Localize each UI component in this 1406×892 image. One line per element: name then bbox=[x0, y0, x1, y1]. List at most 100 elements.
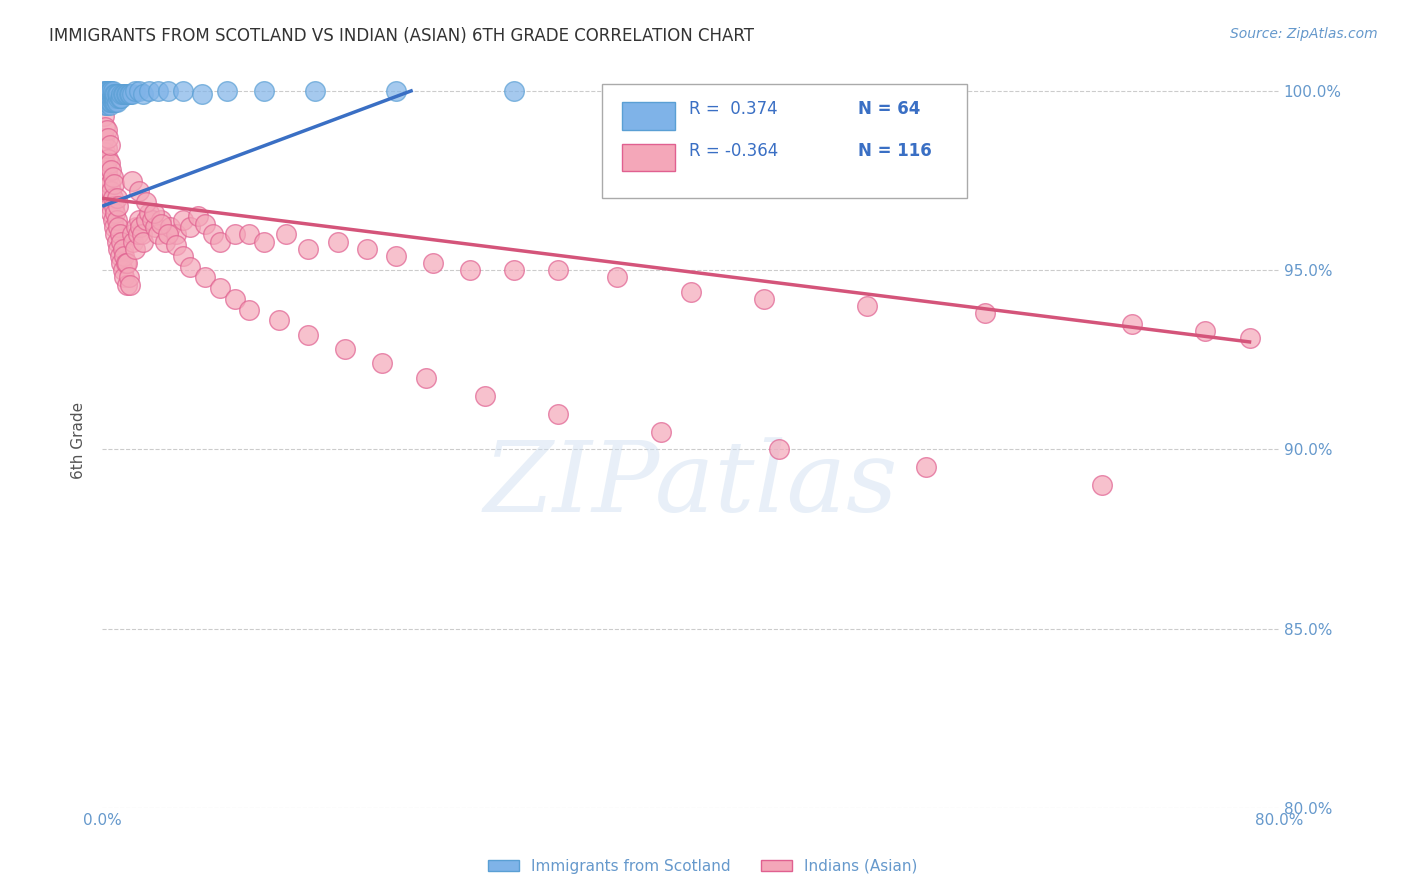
Point bbox=[179, 260, 201, 274]
Point bbox=[96, 141, 118, 155]
Point bbox=[120, 87, 142, 102]
Point bbox=[415, 371, 437, 385]
Point bbox=[112, 87, 135, 102]
Point bbox=[208, 281, 231, 295]
Point bbox=[104, 91, 127, 105]
Text: N = 116: N = 116 bbox=[858, 142, 931, 160]
Point bbox=[101, 192, 124, 206]
Point bbox=[105, 192, 128, 206]
Point bbox=[135, 195, 157, 210]
Point bbox=[547, 263, 569, 277]
Point bbox=[208, 235, 231, 249]
Point bbox=[107, 199, 129, 213]
Point bbox=[100, 84, 122, 98]
Point bbox=[224, 292, 246, 306]
Point bbox=[96, 123, 118, 137]
Point bbox=[107, 242, 129, 256]
Point bbox=[105, 95, 128, 109]
Point bbox=[238, 302, 260, 317]
Point bbox=[146, 227, 169, 242]
Point bbox=[333, 342, 356, 356]
Point bbox=[973, 306, 995, 320]
Point bbox=[110, 91, 132, 105]
Point bbox=[111, 87, 134, 102]
Point bbox=[121, 87, 143, 102]
Point bbox=[142, 206, 165, 220]
Point bbox=[125, 220, 148, 235]
Point bbox=[115, 256, 138, 270]
Point bbox=[108, 227, 131, 242]
Point bbox=[128, 184, 150, 198]
Point bbox=[101, 95, 124, 109]
Point bbox=[165, 227, 187, 242]
Point bbox=[100, 87, 122, 102]
Point bbox=[101, 213, 124, 227]
Point bbox=[143, 220, 166, 235]
Point bbox=[138, 206, 160, 220]
Point bbox=[100, 206, 122, 220]
Point bbox=[128, 213, 150, 227]
Point bbox=[179, 220, 201, 235]
Point bbox=[96, 84, 118, 98]
Point bbox=[127, 227, 149, 242]
Text: R = -0.364: R = -0.364 bbox=[689, 142, 779, 160]
Point bbox=[1121, 317, 1143, 331]
Point bbox=[297, 242, 319, 256]
Point bbox=[1239, 331, 1261, 345]
Point bbox=[458, 263, 481, 277]
Point bbox=[98, 155, 121, 169]
Point bbox=[132, 87, 155, 102]
Point bbox=[768, 442, 790, 457]
Point bbox=[194, 217, 217, 231]
Point bbox=[94, 98, 117, 112]
Point bbox=[191, 87, 214, 102]
Point bbox=[650, 425, 672, 439]
Point bbox=[124, 242, 146, 256]
Point bbox=[98, 177, 121, 191]
Point bbox=[94, 87, 117, 102]
Point bbox=[150, 217, 173, 231]
Point bbox=[108, 249, 131, 263]
Point bbox=[370, 356, 392, 370]
Point bbox=[98, 98, 121, 112]
Point bbox=[94, 173, 117, 187]
Point bbox=[124, 84, 146, 98]
Point bbox=[104, 87, 127, 102]
Point bbox=[100, 184, 122, 198]
Point bbox=[1194, 324, 1216, 338]
Point bbox=[103, 91, 125, 105]
Point bbox=[326, 235, 349, 249]
Point bbox=[108, 91, 131, 105]
Point bbox=[503, 263, 526, 277]
Point bbox=[157, 227, 180, 242]
Point bbox=[98, 87, 121, 102]
Point bbox=[141, 213, 163, 227]
Point bbox=[105, 235, 128, 249]
Point bbox=[503, 84, 526, 98]
Point bbox=[217, 84, 239, 98]
Point bbox=[96, 87, 118, 102]
Point bbox=[474, 389, 496, 403]
Point bbox=[93, 87, 115, 102]
Point bbox=[856, 299, 879, 313]
Point bbox=[94, 120, 117, 134]
Point bbox=[94, 95, 117, 109]
Point bbox=[120, 277, 142, 292]
Point bbox=[100, 162, 122, 177]
Point bbox=[94, 91, 117, 105]
Point bbox=[155, 235, 177, 249]
Point bbox=[187, 210, 209, 224]
Point bbox=[97, 84, 120, 98]
Point bbox=[103, 199, 125, 213]
Point bbox=[96, 95, 118, 109]
Point bbox=[98, 137, 121, 152]
Point bbox=[112, 249, 135, 263]
Point bbox=[101, 169, 124, 184]
Point bbox=[98, 95, 121, 109]
Point bbox=[385, 249, 408, 263]
Point bbox=[114, 87, 136, 102]
Point bbox=[101, 87, 124, 102]
Point bbox=[224, 227, 246, 242]
Point bbox=[96, 180, 118, 194]
Point bbox=[100, 95, 122, 109]
